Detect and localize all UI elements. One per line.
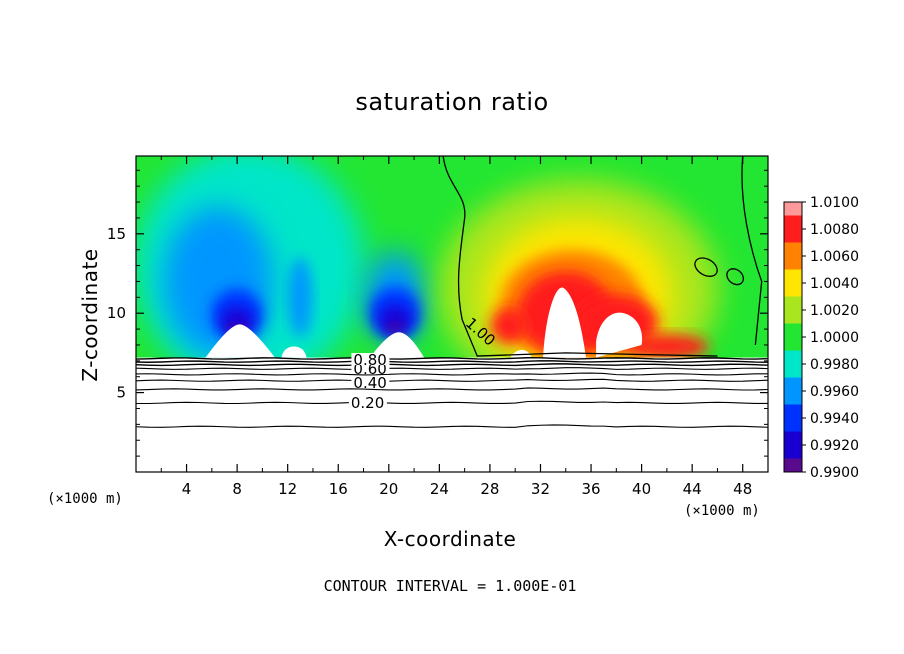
x-tick-label: 32 <box>531 480 550 498</box>
contour-label-bg <box>348 395 387 408</box>
colorbar-tick-label: 0.9900 <box>810 465 859 481</box>
subsat-core <box>379 306 412 333</box>
colorbar-tick-label: 0.9920 <box>810 438 859 454</box>
colorbar-swatch <box>784 431 802 445</box>
x-tick-label: 40 <box>632 480 651 498</box>
colorbar-swatch <box>784 323 802 337</box>
colorbar-swatch <box>784 296 802 310</box>
contour-label-bg <box>351 376 390 389</box>
colorbar-swatch <box>784 350 802 364</box>
x-tick-label: 8 <box>232 480 242 498</box>
x-tick-label: 4 <box>182 480 192 498</box>
colorbar-tick-label: 1.0100 <box>810 195 859 211</box>
colorbar-swatch <box>784 364 802 378</box>
colorbar-tick-label: 0.9940 <box>810 411 859 427</box>
contour-label: 0.40 <box>353 374 386 392</box>
x-tick-label: 44 <box>683 480 702 498</box>
supersat-red-4 <box>624 334 709 359</box>
x-unit-label-left: (×1000 m) <box>47 491 123 507</box>
colorbar-swatch <box>784 229 802 243</box>
colorbar-tick-label: 0.9980 <box>810 357 859 373</box>
contour-line <box>136 357 768 360</box>
colorbar-swatch <box>784 242 802 256</box>
colorbar-swatch <box>784 418 802 432</box>
colorbar-tick-label: 0.9960 <box>810 384 859 400</box>
contour-loop <box>694 257 718 277</box>
contour-line <box>136 360 768 363</box>
subsat-core-minimum <box>386 324 405 335</box>
colorbar-swatch <box>784 337 802 351</box>
field-blob-blue-mid <box>288 257 313 338</box>
colorbar-swatch <box>784 269 802 283</box>
plot-frame <box>135 155 769 473</box>
field-blob-blue-left <box>163 206 274 357</box>
x-axis-label: X-coordinate <box>383 527 517 551</box>
contour-line <box>136 378 768 382</box>
white-bump <box>369 332 425 358</box>
contour-line <box>136 372 768 376</box>
x-tick-label: 12 <box>278 480 297 498</box>
colorbar-tick-label: 1.0040 <box>810 276 859 292</box>
x-tick-label: 16 <box>329 480 348 498</box>
contour-label: 0.20 <box>351 394 384 412</box>
contour-line <box>136 363 768 367</box>
colorbar-swatch <box>784 215 802 229</box>
white-bump <box>281 346 307 358</box>
contour-label: 0.80 <box>353 351 386 369</box>
contour-line <box>136 387 768 391</box>
contour-label-bg <box>351 353 390 366</box>
x-tick-label: 36 <box>581 480 600 498</box>
x-tick-label: 48 <box>733 480 752 498</box>
colorbar-tick-label: 1.0060 <box>810 249 859 265</box>
colorbar-swatch <box>784 445 802 459</box>
colorbar-swatch <box>784 202 802 216</box>
white-bump <box>205 324 276 358</box>
colorbar-swatch <box>784 458 802 472</box>
contour-1.00 <box>442 156 718 357</box>
y-tick-label: 5 <box>116 384 126 402</box>
x-tick-label: 24 <box>430 480 449 498</box>
white-island <box>543 287 586 358</box>
y-tick-label: 15 <box>107 225 126 243</box>
unsaturated-region <box>136 357 768 472</box>
contour-loop <box>726 268 745 286</box>
colorbar-tick-label: 1.0080 <box>810 222 859 238</box>
x-tick-label: 28 <box>480 480 499 498</box>
contour-line <box>136 400 768 405</box>
contour-1.00-right <box>741 156 763 346</box>
colorbar-tick-label: 1.0020 <box>810 303 859 319</box>
colorbar-swatch <box>784 310 802 324</box>
contour-line <box>136 424 768 428</box>
supersat-red-3 <box>490 307 527 344</box>
contour-interval-note: CONTOUR INTERVAL = 1.000E-01 <box>323 577 577 595</box>
white-island <box>596 312 643 358</box>
white-island <box>510 349 532 358</box>
colorbar-swatch <box>784 377 802 391</box>
colorbar-swatch <box>784 391 802 405</box>
colorbar-swatch <box>784 256 802 270</box>
colorbar-tick-label: 1.0000 <box>810 330 859 346</box>
x-unit-label-right: (×1000 m) <box>684 503 760 519</box>
chart-title: saturation ratio <box>355 88 549 116</box>
x-tick-label: 20 <box>379 480 398 498</box>
y-tick-label: 10 <box>107 304 126 322</box>
colorbar-swatch <box>784 283 802 297</box>
contour-line <box>136 367 768 370</box>
colorbar-swatch <box>784 404 802 418</box>
